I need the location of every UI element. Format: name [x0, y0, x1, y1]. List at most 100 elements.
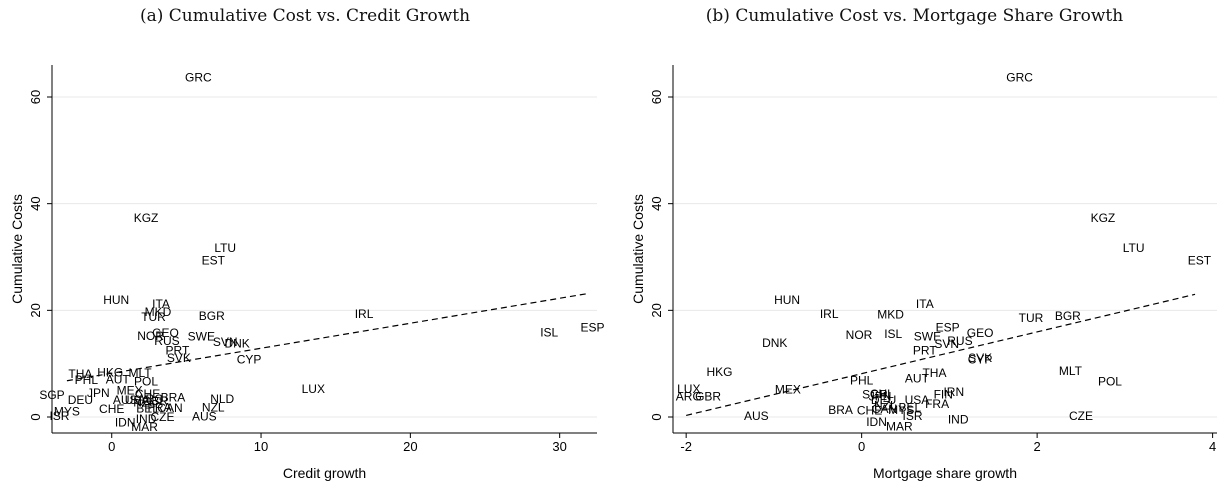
- point-label: MEX: [775, 383, 801, 397]
- point-label: IRN: [943, 385, 964, 399]
- y-axis-label: Cumulative Costs: [630, 194, 646, 304]
- point-label: NOR: [137, 329, 164, 343]
- point-label: USA: [125, 393, 150, 407]
- point-label: NZL: [874, 399, 897, 413]
- point-label: NZL: [133, 395, 156, 409]
- point-label: ISR: [903, 409, 923, 423]
- point-label: IRL: [355, 307, 374, 321]
- point-label: FRA: [925, 397, 949, 411]
- y-axis-label: Cumulative Costs: [9, 194, 25, 304]
- point-label: FRA: [148, 401, 172, 415]
- point-label: LTU: [1123, 241, 1145, 255]
- point-label: CHL: [870, 387, 894, 401]
- point-label: CAN: [872, 402, 897, 416]
- x-tick-label: 0: [858, 439, 865, 454]
- point-label: PHL: [850, 373, 874, 387]
- point-label: BRA: [828, 403, 853, 417]
- point-label: ITA: [152, 297, 170, 311]
- fit-line: [66, 292, 590, 382]
- point-label: KGZ: [1091, 211, 1116, 225]
- point-label: HUN: [103, 293, 129, 307]
- point-label: IND: [136, 412, 157, 426]
- point-label: POL: [134, 375, 158, 389]
- x-axis-label: Mortgage share growth: [873, 465, 1017, 481]
- point-label: IDN: [115, 416, 136, 430]
- point-label: LUX: [677, 382, 700, 396]
- y-tick-label: 40: [649, 196, 664, 210]
- point-label: NZL: [202, 401, 225, 415]
- point-label: ARG: [676, 389, 702, 403]
- point-label: SVK: [167, 351, 191, 365]
- point-label: ESP: [581, 321, 605, 335]
- point-label: LUX: [302, 382, 325, 396]
- point-label: CHE: [99, 402, 124, 416]
- point-label: LTU: [214, 241, 236, 255]
- point-label: GRC: [1006, 71, 1033, 85]
- point-label: BEL: [136, 402, 159, 416]
- point-label: MYS: [888, 403, 914, 417]
- point-label: MEX: [117, 384, 143, 398]
- point-label: CYP: [968, 353, 993, 367]
- point-label: JPN: [869, 389, 892, 403]
- point-label: THA: [922, 366, 946, 380]
- point-label: MAR: [131, 420, 158, 434]
- point-label: SVK: [968, 351, 992, 365]
- point-label: MYS: [54, 404, 80, 418]
- point-label: ISL: [884, 327, 902, 341]
- x-tick-label: -2: [680, 439, 692, 454]
- x-tick-label: 2: [1034, 439, 1041, 454]
- point-label: GEO: [152, 326, 179, 340]
- point-label: HKG: [97, 365, 123, 379]
- point-label: DEU: [871, 393, 896, 407]
- point-label: ESP: [936, 321, 960, 335]
- point-label: EST: [1188, 253, 1212, 267]
- point-label: TUR: [1019, 311, 1044, 325]
- point-label: GEO: [967, 326, 994, 340]
- point-label: IDN: [866, 415, 887, 429]
- point-label: ITA: [916, 297, 934, 311]
- point-label: AUT: [106, 372, 131, 386]
- point-label: THA: [68, 367, 92, 381]
- point-label: TUR: [141, 310, 166, 324]
- point-label: IND: [948, 412, 969, 426]
- point-label: AUS: [113, 393, 138, 407]
- point-label: DEU: [68, 393, 93, 407]
- point-label: DNK: [224, 337, 249, 351]
- x-tick-label: 30: [552, 439, 566, 454]
- point-label: MLT: [1059, 364, 1083, 378]
- point-label: ISR: [49, 409, 69, 423]
- y-tick-label: 60: [28, 90, 43, 104]
- point-label: JPN: [87, 386, 110, 400]
- point-label: BGR: [199, 309, 225, 323]
- point-label: FIN: [934, 387, 953, 401]
- point-label: RUS: [947, 334, 972, 348]
- point-label: BGR: [1055, 309, 1081, 323]
- point-label: KGZ: [134, 211, 159, 225]
- point-label: ISL: [540, 325, 558, 339]
- point-label: HKG: [706, 365, 732, 379]
- point-label: AUS: [744, 409, 769, 423]
- point-label: CHE: [857, 403, 882, 417]
- point-label: SVN: [213, 335, 238, 349]
- point-label: HUN: [774, 293, 800, 307]
- x-tick-label: 4: [1209, 439, 1216, 454]
- point-label: IRL: [820, 307, 839, 321]
- x-tick-label: 20: [403, 439, 417, 454]
- point-label: MLT: [129, 366, 153, 380]
- y-tick-label: 20: [28, 303, 43, 317]
- point-label: ARG: [138, 392, 164, 406]
- point-label: CYP: [237, 353, 262, 367]
- point-label: SGP: [39, 388, 64, 402]
- point-label: EST: [202, 253, 226, 267]
- y-tick-label: 20: [649, 303, 664, 317]
- point-label: CZE: [150, 410, 174, 424]
- x-axis-label: Credit growth: [283, 465, 366, 481]
- point-label: NLD: [210, 392, 234, 406]
- y-tick-label: 60: [649, 90, 664, 104]
- point-label: PRT: [913, 344, 937, 358]
- point-label: USA: [905, 393, 930, 407]
- point-label: BRA: [161, 391, 186, 405]
- y-tick-label: 0: [28, 413, 43, 420]
- point-label: BEL: [899, 401, 922, 415]
